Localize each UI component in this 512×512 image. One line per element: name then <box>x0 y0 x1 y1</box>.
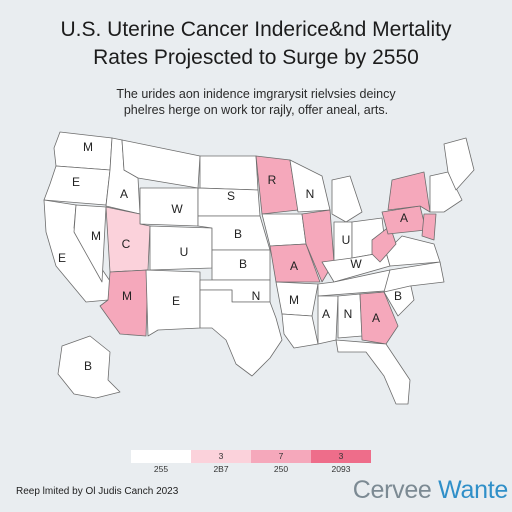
state-label-ak: B <box>84 359 92 373</box>
map-title: U.S. Uterine Cancer Inderice&nd Mertalit… <box>0 16 512 72</box>
state-label-az: M <box>122 289 132 303</box>
state-ak <box>57 335 121 399</box>
brand-main: Cervee <box>352 476 439 504</box>
state-nv <box>73 204 107 283</box>
state-ga <box>359 291 399 345</box>
state-nm <box>145 269 201 337</box>
state-la <box>281 313 319 349</box>
brand-accent: Wante <box>438 476 508 504</box>
state-label-co: U <box>180 245 189 259</box>
state-wy <box>139 187 199 227</box>
state-label-sc: B <box>394 289 402 303</box>
subtitle-line-2: phelres herge on work tor rajly, offer a… <box>123 103 389 117</box>
legend-swatch-3: 7 <box>251 450 311 463</box>
state-label-wa: M <box>83 140 93 154</box>
state-label-in: U <box>342 233 351 247</box>
legend-value-3: 250 <box>273 464 289 474</box>
brand-logo: Cervee Wante <box>352 476 509 505</box>
state-va <box>385 235 441 267</box>
legend: 255 3 2B7 7 250 3 2093 <box>131 450 371 474</box>
state-label-mo: A <box>290 259 298 273</box>
state-label-ut: C <box>122 237 131 251</box>
state-label-ne: B <box>234 227 242 241</box>
source-note: Reep lmited by Ol Judis Canch 2023 <box>16 486 179 497</box>
legend-value-1: 255 <box>153 464 169 474</box>
legend-value-4: 2093 <box>331 464 351 474</box>
state-label-tx: N <box>252 289 261 303</box>
state-label-wy: W <box>171 202 183 216</box>
legend-swatch-4: 3 <box>311 450 371 463</box>
state-fl <box>335 339 411 405</box>
state-mo <box>269 243 321 283</box>
legend-value-2: 2B7 <box>213 464 229 474</box>
state-label-ar: M <box>289 293 299 307</box>
state-label-ms: A <box>322 307 330 321</box>
subtitle-line-1: The urides aon inidence imgrarysit rielv… <box>116 87 396 101</box>
state-label-id: A <box>120 187 128 201</box>
legend-item-2: 3 2B7 <box>191 450 251 474</box>
state-ia <box>261 213 307 247</box>
state-me <box>443 137 475 191</box>
state-label-nv: E <box>58 251 66 265</box>
legend-item-4: 3 2093 <box>311 450 371 474</box>
map-subtitle: The urides aon inidence imgrarysit rielv… <box>0 86 512 118</box>
state-nc <box>383 261 445 293</box>
state-label-ca: M <box>91 229 101 243</box>
state-label-mn: R <box>268 173 277 187</box>
state-ny <box>387 171 431 213</box>
state-label-wi: N <box>306 187 315 201</box>
state-label-pa: A <box>400 211 408 225</box>
title-line-1: U.S. Uterine Cancer Inderice&nd Mertalit… <box>60 18 452 41</box>
state-label-ga: A <box>372 311 380 325</box>
state-label-al: N <box>344 307 353 321</box>
state-label-or: E <box>72 175 80 189</box>
state-label-ks: B <box>239 257 247 271</box>
legend-swatch-2: 3 <box>191 450 251 463</box>
state-tx <box>199 289 283 377</box>
state-label-ky: W <box>350 257 362 271</box>
state-mt <box>121 139 201 189</box>
state-label-sd: S <box>227 189 235 203</box>
title-line-2: Rates Projescted to Surge by 2550 <box>93 46 419 69</box>
state-label-nm: E <box>172 294 180 308</box>
legend-item-3: 7 250 <box>251 450 311 474</box>
legend-item-1: 255 <box>131 450 191 474</box>
state-ne-us <box>429 171 463 213</box>
state-or <box>43 165 111 206</box>
legend-swatch-1 <box>131 450 191 463</box>
state-nj <box>421 213 437 241</box>
state-mi <box>331 175 363 223</box>
state-nd <box>199 155 259 191</box>
